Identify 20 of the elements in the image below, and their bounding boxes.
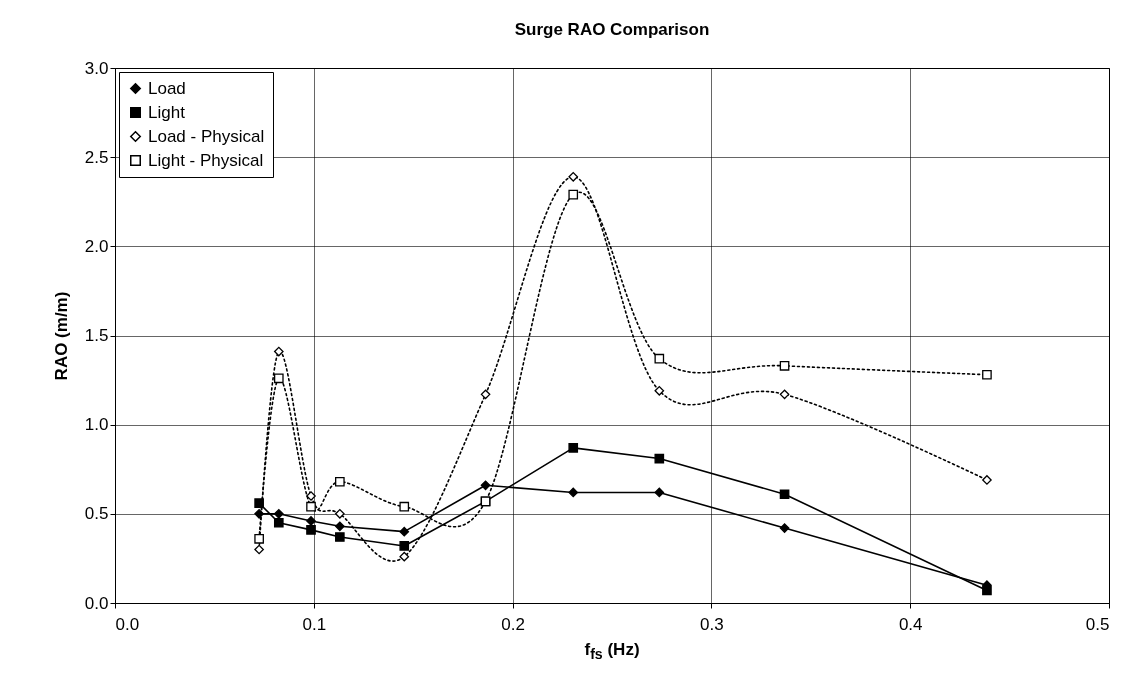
y-tick-label: 1.0 (84, 415, 109, 435)
x-tick-label: 0.3 (700, 614, 724, 634)
x-tick-label: 0.1 (302, 614, 327, 634)
legend-label: Light (148, 102, 186, 122)
legend-label: Load - Physical (148, 126, 265, 146)
y-tick-label: 2.0 (84, 236, 109, 256)
x-tick-label: 0.2 (501, 614, 525, 634)
chart-title: Surge RAO Comparison (514, 20, 710, 39)
x-tick-label: 0.4 (898, 614, 923, 634)
legend-label: Load (148, 78, 186, 98)
x-tick-label: 0.5 (1085, 614, 1110, 634)
y-tick-label: 3.0 (84, 58, 109, 78)
legend-label: Light - Physical (148, 150, 264, 170)
y-tick-label: 0.5 (84, 504, 109, 524)
x-tick-label: 0.0 (115, 614, 140, 634)
y-tick-label: 2.5 (84, 147, 109, 167)
y-tick-label: 1.5 (84, 326, 109, 345)
y-axis-title: RAO (m/m) (51, 291, 71, 381)
y-tick-label: 0.0 (84, 593, 109, 613)
x-axis-title: f$_{fs}$ (Hz) (583, 640, 641, 663)
